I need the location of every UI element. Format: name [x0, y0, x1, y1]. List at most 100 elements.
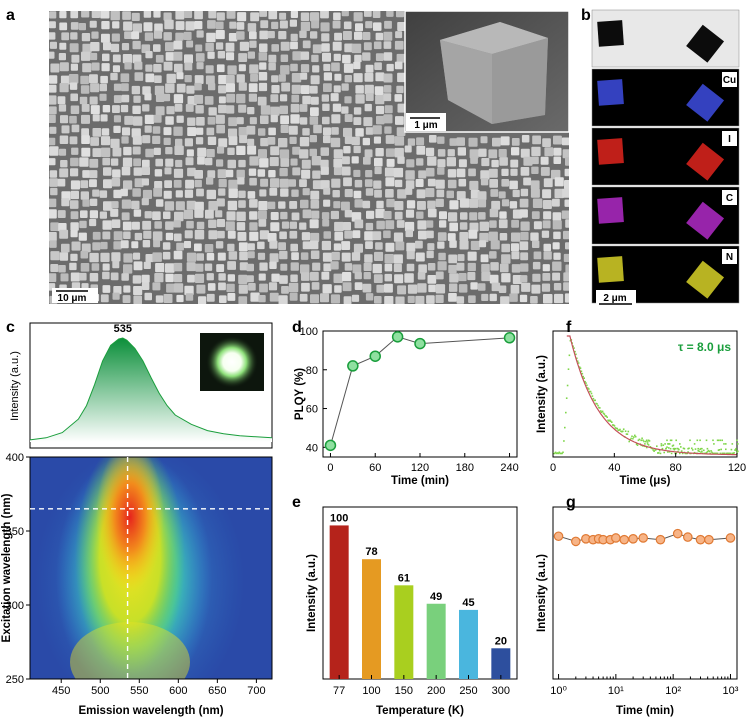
decay-point	[725, 443, 727, 445]
sem-cube	[341, 83, 349, 91]
sem-cube	[427, 263, 436, 271]
sem-cube	[173, 250, 183, 260]
sem-cube	[292, 51, 302, 61]
sem-cube	[437, 159, 446, 168]
temp-bar	[362, 559, 381, 679]
sem-cube	[300, 199, 309, 209]
sem-cube	[226, 105, 235, 114]
sem-cube	[208, 201, 218, 211]
sem-cube	[470, 156, 478, 164]
decay-point	[588, 388, 590, 390]
sem-cube	[383, 230, 391, 239]
sem-cube	[269, 187, 278, 196]
decay-point	[667, 443, 669, 445]
sem-cube	[427, 243, 435, 251]
sem-cube	[362, 200, 371, 209]
decay-point	[712, 439, 714, 442]
decay-point	[680, 450, 683, 452]
sem-cube	[69, 136, 78, 145]
sem-cube	[227, 293, 236, 301]
sem-cube	[290, 33, 298, 41]
sem-cube	[122, 54, 133, 64]
sem-cube	[384, 167, 394, 177]
sem-cube	[553, 147, 562, 156]
decay-point	[643, 440, 645, 443]
sem-cube	[554, 177, 564, 187]
decay-point	[725, 448, 727, 451]
sem-cube	[553, 135, 562, 145]
sem-cube	[227, 65, 237, 75]
decay-point	[726, 452, 728, 455]
sem-cube	[312, 262, 321, 271]
sem-cube	[385, 177, 395, 187]
sem-cube	[258, 219, 267, 227]
sem-cube	[341, 166, 351, 176]
sem-cube	[291, 73, 302, 83]
sem-cube	[186, 40, 194, 48]
sem-cube	[112, 169, 121, 178]
decay-point	[638, 438, 641, 441]
decay-point	[606, 416, 608, 418]
decay-point	[618, 429, 620, 431]
sem-cube	[79, 96, 88, 105]
sem-cube	[448, 293, 457, 302]
plqy-point	[391, 331, 404, 343]
sem-cube	[353, 145, 361, 154]
sem-cube	[70, 230, 78, 238]
sem-cube	[259, 262, 268, 271]
sem-cube	[155, 54, 164, 63]
decay-point	[595, 402, 597, 405]
sem-cube	[196, 284, 206, 294]
sem-cube	[124, 31, 132, 39]
sem-cube	[247, 107, 255, 115]
sem-cube	[110, 138, 120, 148]
sem-cube	[258, 201, 268, 211]
sem-cube	[342, 156, 350, 165]
sem-cube	[79, 272, 87, 281]
sem-cube	[322, 103, 330, 111]
sem-cube	[227, 200, 238, 211]
decay-point	[653, 450, 655, 452]
sem-cube	[187, 167, 196, 177]
sem-cube	[456, 191, 466, 200]
sem-cube	[323, 187, 331, 195]
decay-point	[597, 404, 599, 407]
sem-cube	[489, 251, 497, 259]
sem-cube	[302, 188, 310, 196]
sem-cube	[323, 135, 331, 144]
sem-cube	[312, 170, 321, 179]
sem-cube	[366, 210, 375, 219]
sem-cube	[194, 94, 204, 104]
sem-cube	[132, 275, 142, 284]
sem-cube	[470, 282, 478, 290]
sem-cube	[351, 252, 361, 261]
sem-cube	[57, 96, 66, 105]
sem-cube	[321, 271, 330, 280]
sem-cube	[184, 54, 193, 64]
sem-cube	[341, 106, 349, 114]
sem-cube	[216, 198, 225, 207]
sem-cube	[184, 230, 193, 239]
sem-cube	[449, 283, 458, 292]
sem-cube	[175, 11, 185, 20]
sem-cube	[101, 21, 110, 30]
sem-cube	[501, 168, 509, 176]
sem-cube	[489, 179, 498, 188]
sem-cube	[355, 23, 363, 32]
sem-cube	[416, 137, 425, 146]
sem-cube	[215, 210, 223, 218]
sem-cube	[121, 136, 129, 144]
sem-cube	[291, 212, 300, 221]
sem-cube	[112, 292, 120, 300]
sem-cube	[301, 159, 311, 169]
sem-cube	[144, 93, 152, 101]
eds-particle-1	[597, 20, 624, 47]
sem-cube	[258, 295, 266, 303]
sem-cube	[257, 96, 267, 106]
sem-cube	[173, 220, 181, 228]
sem-cube	[279, 168, 288, 177]
stability-xlabel: Time (min)	[616, 705, 674, 717]
sem-cube	[564, 293, 569, 303]
decay-point	[645, 439, 648, 442]
sem-cube	[376, 200, 384, 209]
